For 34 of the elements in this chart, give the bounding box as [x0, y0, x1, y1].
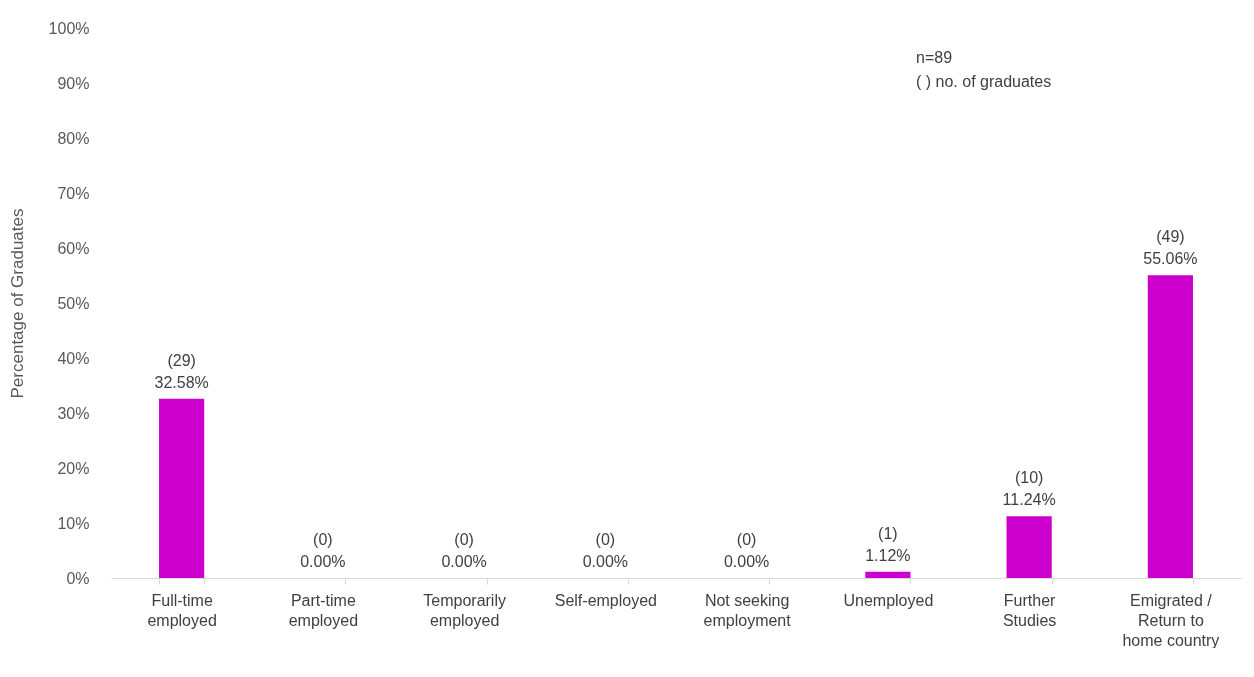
data-label: (10) 11.24% [1002, 469, 1056, 509]
y-tick-label: 10% [57, 514, 90, 532]
y-tick-label: 20% [57, 459, 90, 477]
data-label: (49) 55.06% [1143, 228, 1198, 268]
y-tick-label: 30% [57, 404, 90, 422]
x-tick-label: Part-time employed [288, 591, 359, 629]
y-tick-label: 0% [66, 569, 90, 587]
bar [1006, 516, 1052, 578]
data-label: (0) 0.00% [582, 531, 629, 570]
y-tick-label: 70% [57, 184, 90, 202]
data-label: (0) 0.00% [723, 531, 770, 570]
annotation: ( ) no. of graduates [916, 73, 1052, 90]
annotation: n=89 [916, 49, 953, 66]
x-tick-label: Temporarily employed [423, 591, 506, 629]
x-tick-label: Self-employed [554, 591, 658, 609]
data-label: (1) 1.12% [865, 524, 911, 564]
y-tick-label: 90% [57, 74, 90, 92]
x-tick-label: Unemployed [843, 591, 934, 609]
x-tick-label: Emigrated / Return to home country [1122, 591, 1220, 649]
x-tick-label: Further Studies [1002, 591, 1057, 629]
y-tick-label: 100% [48, 19, 90, 37]
y-tick-label: 60% [57, 239, 90, 257]
data-label: (0) 0.00% [300, 531, 346, 570]
y-tick-label: 40% [57, 349, 90, 367]
bar [1147, 275, 1193, 578]
bar [865, 571, 911, 578]
y-axis-title: Percentage of Graduates [7, 208, 27, 399]
x-tick-label: Not seeking employment [703, 591, 792, 629]
bar [159, 398, 205, 578]
data-label: (0) 0.00% [441, 531, 487, 570]
y-tick-label: 50% [57, 294, 90, 312]
x-tick-label: Full-time employed [147, 591, 217, 629]
data-label: (29) 32.58% [154, 351, 209, 391]
y-tick-label: 80% [57, 129, 90, 147]
